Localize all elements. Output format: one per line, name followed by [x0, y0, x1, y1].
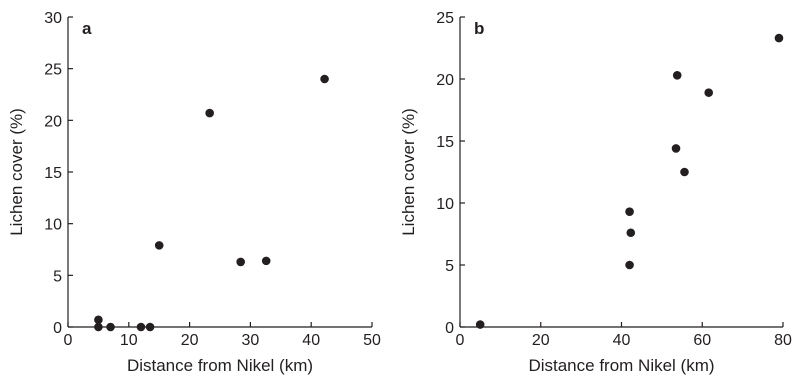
- data-point: [236, 257, 245, 267]
- x-tick-label: 40: [613, 332, 631, 349]
- data-point: [671, 144, 681, 153]
- x-tick-label: 20: [181, 332, 199, 349]
- y-tick-label: 10: [44, 217, 62, 234]
- chart-panel-a: 0 10 20 30 40 50 0 5 10 15 20 25 30 Distance from Nik…: [7, 10, 381, 375]
- data-point: [672, 70, 682, 80]
- x-tick-label: 30: [242, 332, 260, 349]
- x-tick-label: 10: [120, 332, 138, 349]
- data-point: [261, 256, 271, 266]
- y-tick-label: 0: [445, 320, 454, 337]
- y-tick-label: 0: [53, 320, 62, 337]
- x-tick-label: 20: [532, 332, 550, 349]
- x-tick-label: 60: [693, 332, 711, 349]
- panel-label: a: [82, 19, 92, 38]
- x-tick-label: 0: [456, 332, 465, 349]
- y-tick-label: 5: [445, 258, 454, 275]
- data-point: [94, 322, 103, 332]
- data-point: [145, 322, 155, 332]
- data-point: [625, 207, 634, 216]
- y-tick-label: 20: [436, 72, 454, 89]
- x-tick-label: 50: [363, 332, 381, 349]
- y-tick-label: 20: [44, 113, 62, 130]
- data-point: [704, 88, 714, 97]
- y-tick-label: 5: [53, 268, 62, 285]
- data-point: [136, 322, 146, 332]
- data-point: [680, 167, 689, 177]
- data-point: [475, 320, 485, 329]
- y-axis-label: Lichen cover (%): [399, 108, 418, 236]
- data-point: [154, 241, 164, 250]
- x-axis-label: Distance from Nikel (km): [127, 356, 313, 375]
- data-point: [774, 33, 784, 43]
- y-tick-label: 10: [436, 196, 454, 213]
- y-axis-label: Lichen cover (%): [7, 108, 26, 236]
- data-point: [94, 315, 103, 325]
- data-point: [626, 228, 636, 238]
- y-tick-label: 30: [44, 10, 62, 27]
- x-tick-label: 80: [774, 332, 792, 349]
- data-point: [205, 108, 214, 118]
- y-tick-label: 25: [436, 10, 454, 27]
- y-tick-label: 25: [44, 62, 62, 79]
- y-tick-label: 15: [436, 134, 454, 151]
- data-point: [625, 260, 634, 270]
- data-point: [320, 74, 329, 84]
- data-point: [106, 322, 115, 332]
- y-tick-label: 15: [44, 165, 62, 182]
- x-tick-label: 40: [302, 332, 320, 349]
- chart-panel-b: 0 20 40 60 80 0 5 10 15 20 25 Distance from Nikel (…: [399, 10, 792, 375]
- panel-label: b: [474, 19, 484, 38]
- x-tick-label: 0: [64, 332, 73, 349]
- x-axis-label: Distance from Nikel (km): [528, 356, 714, 375]
